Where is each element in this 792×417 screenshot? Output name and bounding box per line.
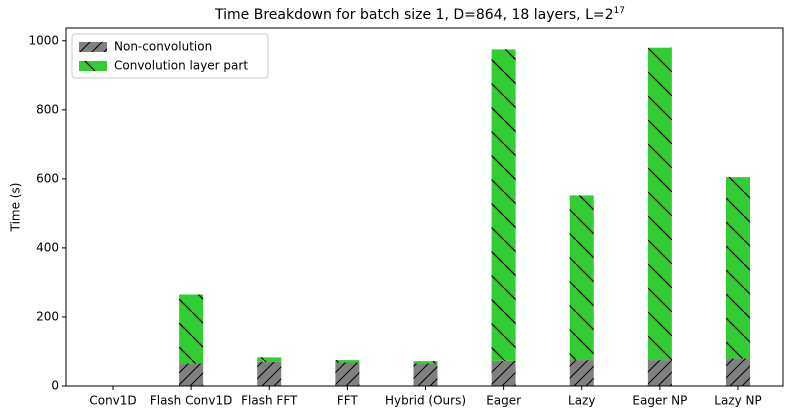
x-tick-label: Eager NP [632,394,687,408]
bar-hatch [569,195,594,361]
plot-frame [65,27,784,387]
bar-hatch [569,360,594,386]
y-tick-label: 1000 [28,33,59,47]
bar-hatch [647,360,672,386]
x-tick-label: Lazy NP [714,394,761,408]
x-tick-label: Lazy [568,394,595,408]
bar-hatch [413,361,438,364]
x-tick-label: Eager [486,394,521,408]
y-tick-label: 800 [36,102,59,116]
bar-hatch [491,49,516,361]
bar-hatch [179,363,204,386]
x-tick-label: Flash FFT [241,394,298,408]
bar-hatch [726,177,750,359]
x-tick-label: FFT [337,394,359,408]
bar-hatch [335,360,360,363]
y-tick-label: 0 [51,379,59,393]
legend-box [71,33,269,79]
bar-hatch [647,47,672,361]
bar-hatch [491,360,516,386]
bar-hatch [257,357,282,362]
legend-label: Convolution layer part [114,59,248,73]
y-tick-label: 200 [36,309,59,323]
y-tick-label: 400 [36,240,59,254]
title-text: Time Breakdown for batch size 1, D=864, … [214,7,614,23]
legend-hatch [79,61,107,71]
bar-hatch [179,294,204,364]
y-tick-label: 600 [36,171,59,185]
x-tick-label: Flash Conv1D [150,394,233,408]
title-superscript: 17 [614,6,625,16]
bar-hatch [413,363,438,386]
bar-hatch [726,358,750,386]
y-axis-label: Time (s) [9,183,23,233]
x-tick-label: Conv1D [89,394,136,408]
bar-hatch [257,361,282,386]
bar-hatch [335,362,360,386]
legend-hatch [79,42,107,52]
chart-title: Time Breakdown for batch size 1, D=864, … [214,6,625,24]
legend-label: Non-convolution [114,40,212,54]
x-tick-label: Hybrid (Ours) [385,394,466,408]
